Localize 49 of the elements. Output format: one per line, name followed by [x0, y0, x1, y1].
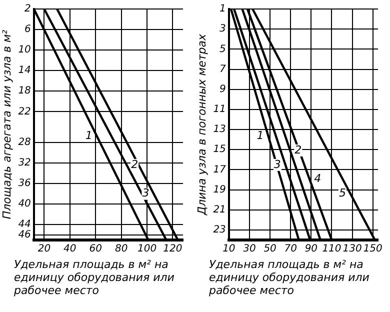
series-label: 2: [294, 143, 302, 156]
y-tick-label: 40: [18, 198, 31, 210]
y-tick-label: 23: [213, 224, 226, 236]
x-axis-title: Удельная площадь в м² на единицу оборудования или рабочее место: [208, 258, 370, 297]
series-label: 3: [142, 186, 150, 200]
x-tick-label: 80: [114, 244, 128, 255]
y-tick-label: 11: [213, 104, 226, 116]
y-tick-label: 5: [220, 44, 226, 55]
x-tick-label: 120: [163, 244, 182, 255]
y-tick-label: 28: [18, 137, 31, 148]
y-tick-label: 9: [220, 84, 226, 95]
y-tick-label: 22: [18, 106, 31, 118]
x-tick-label: 50: [264, 244, 276, 255]
x-axis-title: Удельная площадь в м² на единицу оборудования или рабочее место: [13, 258, 176, 297]
y-tick-label: 10: [18, 44, 31, 56]
y-tick-label: 2: [24, 4, 31, 15]
y-tick-label: 32: [18, 158, 31, 169]
series-label: 1: [85, 128, 92, 142]
series-label: 2: [131, 158, 138, 171]
y-tick-label: 44: [18, 219, 31, 230]
series-label: 3: [274, 158, 281, 171]
y-tick-label: 36: [18, 178, 31, 190]
x-tick-label: 20: [38, 244, 51, 255]
x-tick-label: 70: [284, 244, 297, 255]
x-tick-label: 30: [243, 244, 256, 255]
y-tick-label: 21: [213, 204, 226, 216]
y-tick-label: 46: [18, 229, 31, 240]
x-tick-label: 110: [322, 244, 342, 255]
y-tick-label: 7: [220, 64, 227, 75]
x-tick-label: 150: [363, 244, 382, 255]
x-tick-label: 60: [89, 244, 102, 255]
x-tick-label: 100: [137, 244, 157, 255]
x-tick-label: 90: [304, 244, 318, 255]
y-tick-label: 17: [213, 164, 227, 176]
y-tick-label: 14: [18, 65, 31, 76]
y-tick-label: 19: [213, 184, 226, 196]
y-tick-label: 13: [213, 124, 226, 136]
series-label: 1: [256, 128, 264, 142]
y-axis-title: Длина узла в погонных метрах: [195, 34, 208, 216]
y-axis-title: Площадь агрегата или узла в м²: [0, 29, 14, 220]
series-label: 5: [338, 186, 346, 200]
y-tick-label: 18: [18, 86, 31, 97]
series-label: 4: [314, 172, 322, 186]
y-tick-label: 1: [220, 4, 226, 15]
y-tick-label: 3: [220, 24, 226, 35]
x-tick-label: 130: [342, 244, 362, 255]
y-tick-label: 6: [24, 24, 31, 36]
y-tick-label: 15: [213, 144, 226, 156]
x-tick-label: 40: [64, 244, 76, 255]
